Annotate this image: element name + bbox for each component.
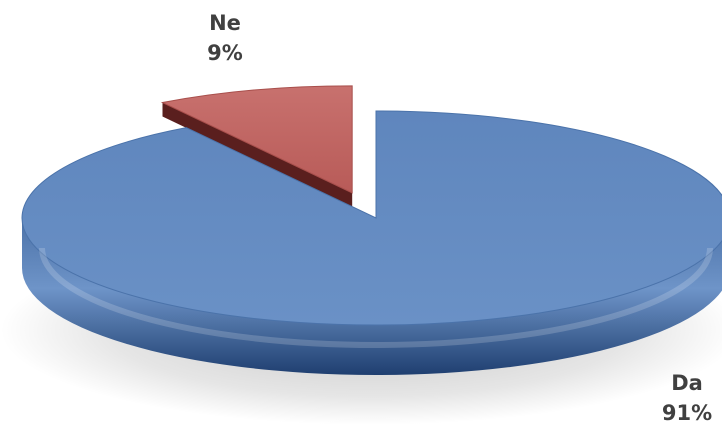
data-label-da-category: Da <box>671 371 703 395</box>
pie-slice-cut-ne <box>162 102 353 207</box>
pie-slice-ne <box>160 85 353 194</box>
pie-slice-side-da <box>22 218 722 375</box>
data-label-da: Da 91% <box>652 368 722 428</box>
data-label-ne-value: 9% <box>207 41 243 65</box>
pie-slice-da <box>21 110 722 326</box>
pie-highlight <box>39 247 713 348</box>
data-label-ne: Ne 9% <box>190 8 260 68</box>
data-label-ne-category: Ne <box>209 11 241 35</box>
data-label-da-value: 91% <box>661 401 713 425</box>
